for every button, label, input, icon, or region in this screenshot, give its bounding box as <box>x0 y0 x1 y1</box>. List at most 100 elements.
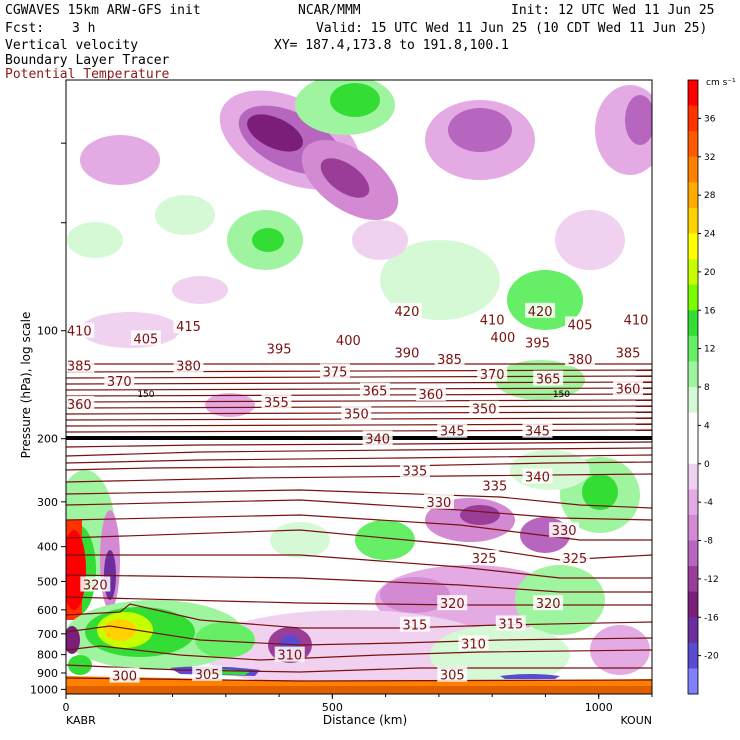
theta-label-bg <box>274 646 305 662</box>
theta-label: 410 <box>480 313 505 328</box>
theta-label-bg <box>533 595 564 611</box>
theta-label: 305 <box>195 668 220 683</box>
y-tick-label: 1000 <box>30 683 58 696</box>
theta-label-bg <box>399 462 430 478</box>
colorbar-tick-label: 36 <box>704 114 716 124</box>
xy-label: XY= 187.4,173.8 to 191.8,100.1 <box>274 38 509 53</box>
theta-label: 395 <box>267 342 292 357</box>
theta-label: 315 <box>403 619 428 634</box>
theta-label-bg <box>104 372 135 388</box>
theta-label-bg <box>565 351 596 367</box>
theta-label-bg <box>391 302 422 318</box>
x-axis-title: Distance (km) <box>323 713 407 727</box>
right-endpoint-label: KOUN <box>620 714 652 727</box>
theta-label-bg <box>415 385 446 401</box>
theta-label: 410 <box>67 325 92 340</box>
colorbar-swatch <box>688 233 698 260</box>
theta-label-bg <box>437 595 468 611</box>
theta-label: 310 <box>277 649 302 664</box>
theta-label: 330 <box>552 524 577 539</box>
theta-label: 405 <box>133 332 158 347</box>
y-tick-label: 800 <box>37 649 58 662</box>
theta-label: 315 <box>498 617 523 632</box>
y-tick-label: 500 <box>37 575 58 588</box>
colorbar-tick-label: 32 <box>704 153 715 163</box>
theta-label: 375 <box>323 366 348 381</box>
theta-label-bg <box>437 666 468 682</box>
y-axis-title: Pressure (hPa), log scale <box>19 312 33 459</box>
theta-label: 385 <box>437 353 462 368</box>
plot-frame <box>65 79 653 695</box>
theta-label: 335 <box>403 464 428 479</box>
theta-label-bg <box>359 382 390 398</box>
theta-label: 360 <box>67 398 92 413</box>
theta-label: 350 <box>344 407 369 422</box>
theta-label: 360 <box>616 383 641 398</box>
theta-label-bg <box>80 576 111 592</box>
theta-label: 345 <box>525 425 550 440</box>
theta-label-bg <box>495 615 526 631</box>
colorbar-tick-label: 4 <box>704 421 710 431</box>
theta-label-bg <box>559 549 590 565</box>
theta-label: 370 <box>107 375 132 390</box>
colorbar-swatch <box>688 80 698 107</box>
colorbar-tick-label: -12 <box>704 575 719 585</box>
theta-label-bg <box>64 395 95 411</box>
theta-label: 420 <box>395 305 420 320</box>
colorbar-swatch <box>688 642 698 669</box>
colorbar-swatch <box>688 566 698 593</box>
theta-label-bg <box>613 380 644 396</box>
colorbar-swatch <box>688 489 698 516</box>
colorbar-swatch <box>688 617 698 644</box>
theta-label-bg <box>64 357 95 373</box>
theta-label-bg <box>320 363 351 379</box>
colorbar-swatch <box>688 182 698 209</box>
tropopause-marker: 150 <box>137 390 154 400</box>
theta-label: 390 <box>395 346 420 361</box>
theta-label: 325 <box>562 552 587 567</box>
colorbar-swatch <box>688 310 698 337</box>
y-tick-label: 700 <box>37 628 58 641</box>
colorbar: 36 32 28 24 20 16 12 8 4 0 -4 -8 -12 -16 -20 <box>687 79 719 695</box>
theta-label: 385 <box>616 346 641 361</box>
theta-label-bg <box>362 430 393 446</box>
colorbar-tick-label: -16 <box>704 613 719 623</box>
theta-label-bg <box>173 317 204 333</box>
theta-label: 305 <box>440 669 465 684</box>
theta-label: 335 <box>482 479 507 494</box>
theta-label-bg <box>533 370 564 386</box>
colorbar-swatch <box>688 463 698 490</box>
colorbar-tick-label: 8 <box>704 383 710 393</box>
theta-label: 360 <box>419 388 444 403</box>
theta-label-bg <box>173 357 204 373</box>
colorbar-swatch <box>688 361 698 388</box>
theta-label-bg <box>434 351 465 367</box>
y-tick-label: 400 <box>37 541 58 554</box>
y-tick-label: 900 <box>37 667 58 680</box>
colorbar-swatch <box>688 387 698 414</box>
theta-label-bg <box>549 522 580 538</box>
theta-label-bg <box>477 365 508 381</box>
theta-label-bg <box>109 667 140 683</box>
theta-label: 340 <box>525 471 550 486</box>
model-title: CGWAVES 15km ARW-GFS init <box>5 3 201 18</box>
field-label-vertical-velocity: Vertical velocity <box>5 38 139 53</box>
theta-label: 370 <box>480 368 505 383</box>
colorbar-tick-label: -4 <box>704 498 713 508</box>
colorbar-swatch <box>688 335 698 362</box>
field-label-potential-temperature: Potential Temperature <box>5 67 170 82</box>
colorbar-tick-label: 0 <box>704 460 710 470</box>
y-axis: 100 200 300 400 500 600 700 800 900 1000 <box>30 142 66 696</box>
theta-label: 365 <box>536 373 561 388</box>
theta-label-bg <box>423 493 454 509</box>
colorbar-swatch <box>688 156 698 183</box>
theta-label: 310 <box>461 638 486 653</box>
colorbar-tick-label: 20 <box>704 268 716 278</box>
colorbar-swatch <box>688 412 698 439</box>
theta-label-bg <box>565 316 596 332</box>
theta-label: 340 <box>365 433 390 448</box>
theta-label-bg <box>341 405 372 421</box>
theta-label: 320 <box>536 597 561 612</box>
x-tick-label: 1000 <box>585 701 613 714</box>
theta-label: 400 <box>336 334 361 349</box>
